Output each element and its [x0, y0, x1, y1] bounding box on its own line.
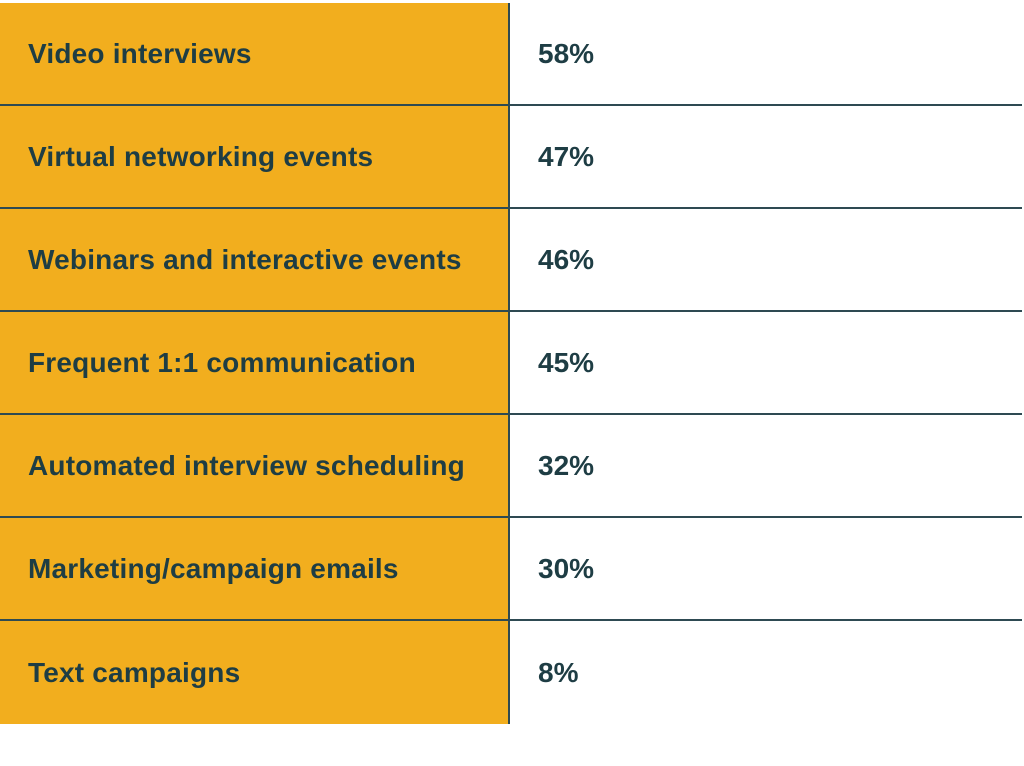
row-label: Automated interview scheduling [28, 449, 465, 481]
table-row: Text campaigns 8% [0, 621, 1024, 724]
row-value: 8% [538, 656, 579, 688]
row-value-cell: 30% [509, 518, 1022, 621]
row-label: Text campaigns [28, 656, 241, 688]
row-value: 58% [538, 37, 595, 69]
table-row: Video interviews 58% [0, 3, 1024, 106]
row-value-cell: 8% [509, 621, 1022, 724]
table-row: Automated interview scheduling 32% [0, 415, 1024, 518]
row-label-cell: Video interviews [0, 3, 509, 106]
row-value-cell: 58% [509, 3, 1022, 106]
row-value: 32% [538, 449, 595, 481]
row-value-cell: 47% [509, 106, 1022, 209]
row-label-cell: Text campaigns [0, 621, 509, 724]
row-label: Frequent 1:1 communication [28, 346, 416, 378]
table-row: Frequent 1:1 communication 45% [0, 312, 1024, 415]
row-label-cell: Automated interview scheduling [0, 415, 509, 518]
row-label: Marketing/campaign emails [28, 552, 399, 584]
row-value: 47% [538, 140, 595, 172]
row-value: 46% [538, 243, 595, 275]
table-row: Marketing/campaign emails 30% [0, 518, 1024, 621]
row-label-cell: Virtual networking events [0, 106, 509, 209]
row-label-cell: Webinars and interactive events [0, 209, 509, 312]
stats-table: Video interviews 58% Virtual networking … [0, 3, 1024, 724]
row-label: Video interviews [28, 37, 252, 69]
row-value-cell: 46% [509, 209, 1022, 312]
row-value: 30% [538, 552, 595, 584]
row-label-cell: Marketing/campaign emails [0, 518, 509, 621]
table-row: Webinars and interactive events 46% [0, 209, 1024, 312]
row-label: Webinars and interactive events [28, 243, 462, 275]
row-value: 45% [538, 346, 595, 378]
table-row: Virtual networking events 47% [0, 106, 1024, 209]
column-divider [508, 3, 510, 724]
row-value-cell: 45% [509, 312, 1022, 415]
row-label: Virtual networking events [28, 140, 374, 172]
row-value-cell: 32% [509, 415, 1022, 518]
row-label-cell: Frequent 1:1 communication [0, 312, 509, 415]
